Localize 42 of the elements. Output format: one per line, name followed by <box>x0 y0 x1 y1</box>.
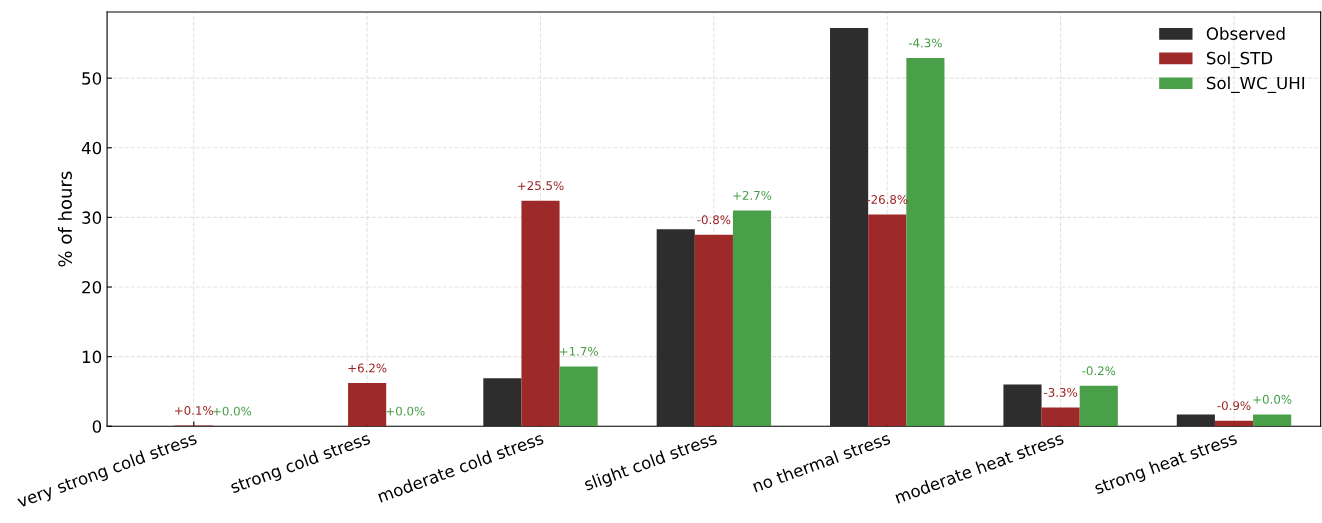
annotation: -0.9% <box>1217 401 1251 411</box>
bar <box>1041 407 1080 427</box>
x-tick-label: strong heat stress <box>1093 431 1239 498</box>
x-tick-label: strong cold stress <box>229 431 372 497</box>
annotation: +0.1% <box>175 406 214 415</box>
x-tick-label: slight cold stress <box>583 431 719 494</box>
annotation: +0.0% <box>1253 394 1292 404</box>
annotation: -4.3% <box>908 38 942 48</box>
bar <box>1079 385 1118 427</box>
y-tick-label: 50 <box>82 72 102 85</box>
annotation: -0.2% <box>1082 366 1116 376</box>
y-tick-label: 40 <box>81 141 102 155</box>
annotation: +25.5% <box>518 181 564 191</box>
y-tick-label: 0 <box>92 420 102 433</box>
bar <box>868 214 907 427</box>
annotation: +0.0% <box>386 406 425 416</box>
bar <box>521 200 560 427</box>
legend-label: Sol_WC_UHI <box>1206 76 1305 94</box>
y-tick-label: 10 <box>82 350 102 364</box>
bar <box>694 234 733 427</box>
annotation: +6.2% <box>348 363 387 373</box>
annotation: +1.7% <box>559 346 598 356</box>
annotation: +0.0% <box>213 406 252 416</box>
bar <box>1214 420 1254 427</box>
annotation: -3.3% <box>1044 387 1078 397</box>
bar <box>656 229 695 427</box>
annotation: +2.7% <box>733 190 772 200</box>
y-tick-label: 30 <box>82 211 102 224</box>
bar <box>483 378 522 427</box>
bar <box>732 210 772 427</box>
legend-label: Sol_STD <box>1206 51 1273 69</box>
bar <box>348 383 387 427</box>
bar <box>1253 414 1292 427</box>
legend-label: Observed <box>1206 27 1285 40</box>
y-tick-label: 20 <box>82 280 102 294</box>
bar <box>1176 414 1215 427</box>
bar <box>559 366 598 427</box>
bar <box>830 28 869 427</box>
bar <box>1003 384 1042 427</box>
bar <box>906 57 945 427</box>
y-axis-title: % of hours <box>57 171 72 267</box>
annotation: -0.8% <box>697 215 731 225</box>
